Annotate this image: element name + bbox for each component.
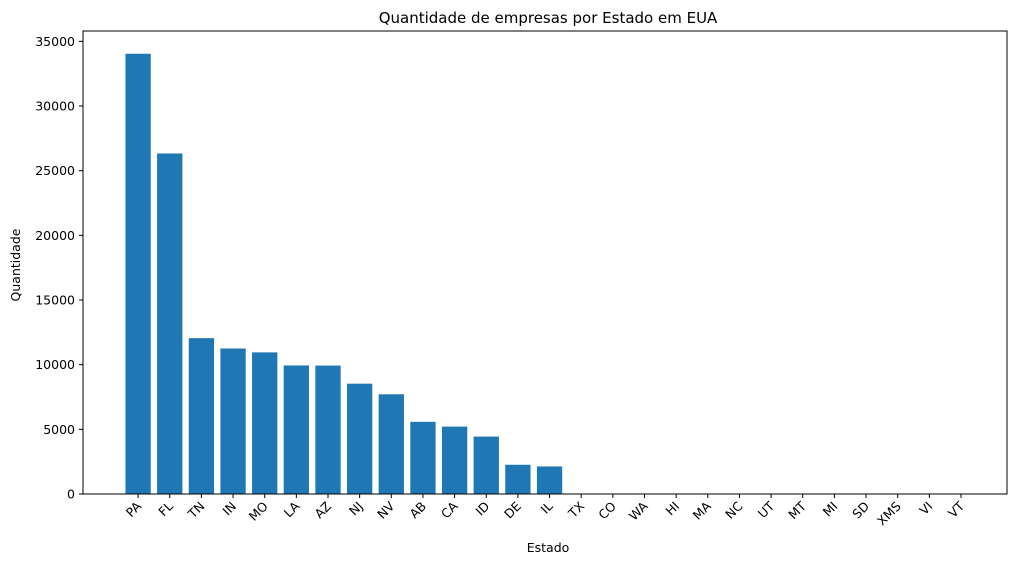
bar-de [505,464,531,494]
x-axis-label: Estado [527,540,570,555]
bar-id [473,436,499,494]
y-tick-label: 0 [67,487,75,502]
plot-area [125,53,974,495]
y-axis: 0 5000 10000 15000 20000 25000 30000 35000 [35,34,83,502]
y-tick-label: 10000 [35,357,75,372]
bar-ca [441,426,468,494]
bar-ab [410,421,436,494]
bar-il [536,466,563,494]
axes-frame [82,30,1008,495]
y-tick-label: 25000 [35,163,75,178]
bar-in [220,348,246,494]
y-tick-label: 35000 [35,34,75,49]
bar-tn [188,338,215,494]
bar-az [315,365,341,494]
y-tick-label: 20000 [35,228,75,243]
y-tick-label: 15000 [35,293,75,308]
bar-fl [157,153,183,495]
bar-nj [347,383,373,494]
bar-mo [252,352,278,494]
bar-pa [125,53,151,494]
chart-title: Quantidade de empresas por Estado em EUA [379,9,718,27]
y-axis-label: Quantidade [8,228,23,301]
bar-la [283,365,309,494]
y-tick-label: 30000 [35,99,75,114]
bar-nv [378,394,404,494]
y-tick-label: 5000 [43,422,75,437]
